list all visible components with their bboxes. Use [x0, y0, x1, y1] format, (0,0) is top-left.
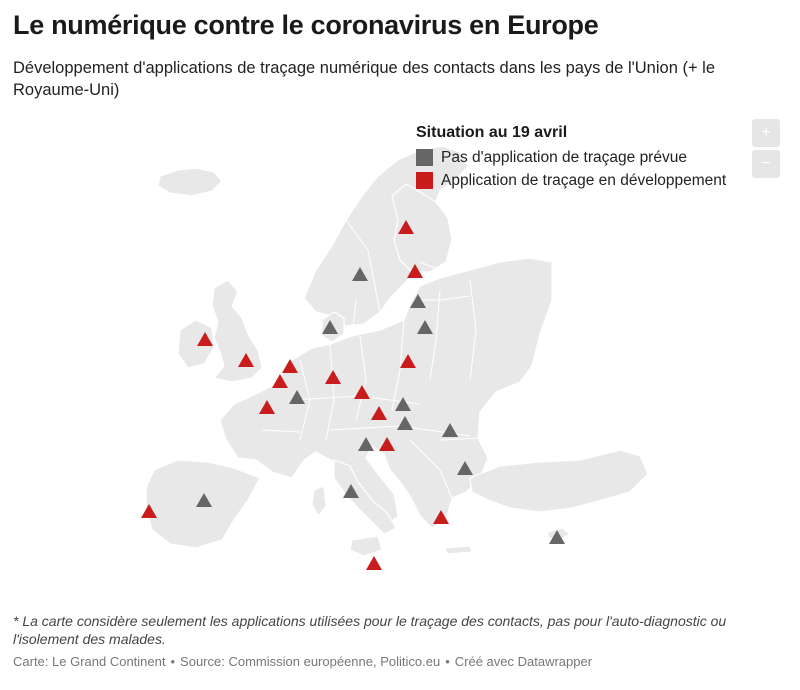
legend-label-dev: Application de traçage en développement [441, 171, 727, 189]
marker-none-icon[interactable] [457, 461, 473, 475]
marker-dev-icon[interactable] [398, 220, 414, 234]
marker-dev-icon[interactable] [325, 370, 341, 384]
country-border [355, 335, 367, 421]
finland-shape [391, 183, 453, 273]
marker-dev-icon[interactable] [407, 264, 423, 278]
marker-dev-icon[interactable] [197, 332, 213, 346]
land-shapes [145, 145, 649, 570]
marker-dev-icon[interactable] [366, 556, 382, 570]
marker-dev-icon[interactable] [282, 359, 298, 373]
marker-dev-icon[interactable] [371, 406, 387, 420]
country-border [351, 299, 357, 337]
country-border [469, 279, 477, 381]
iceland-shape [157, 167, 223, 197]
legend-item-dev: Application de traçage en développement [416, 169, 726, 192]
marker-dev-icon[interactable] [141, 504, 157, 518]
credit-separator: • [170, 654, 176, 669]
marker-none-icon[interactable] [289, 390, 305, 404]
marker-none-icon[interactable] [417, 320, 433, 334]
credit-map: Carte: Le Grand Continent [13, 654, 166, 669]
scandinavia-shape [303, 145, 469, 327]
chart-title: Le numérique contre le coronavirus en Eu… [13, 10, 599, 40]
marker-none-icon[interactable] [395, 397, 411, 411]
marker-none-icon[interactable] [549, 530, 565, 544]
marker-none-icon[interactable] [196, 493, 212, 507]
country-border [409, 439, 453, 499]
footnote: * La carte considère seulement les appli… [13, 613, 727, 647]
marker-none-icon[interactable] [343, 484, 359, 498]
legend-item-none: Pas d'application de traçage prévue [416, 146, 726, 169]
credits: Carte: Le Grand Continent • Source: Commis… [13, 654, 592, 669]
italy-shape [333, 459, 397, 535]
credit-source: Source: Commission européenne, Politico.… [180, 654, 441, 669]
marker-dev-icon[interactable] [259, 400, 275, 414]
marker-dev-icon[interactable] [272, 374, 288, 388]
credit-made-with: Créé avec Datawrapper [454, 654, 593, 669]
country-border [325, 343, 335, 441]
legend-title: Situation au 19 avril [416, 124, 568, 141]
country-border [439, 437, 481, 441]
country-border [429, 289, 441, 381]
continent-shape [219, 257, 553, 529]
marker-dev-icon[interactable] [433, 510, 449, 524]
country-border [419, 261, 441, 271]
country-border [299, 359, 311, 441]
country-border [391, 319, 405, 411]
map-legend: Situation au 19 avril Pas d'application … [416, 124, 726, 192]
marker-none-icon[interactable] [352, 267, 368, 281]
crete-shape [442, 545, 473, 555]
marker-none-icon[interactable] [358, 437, 374, 451]
marker-none-icon[interactable] [442, 423, 458, 437]
legend-label-none: Pas d'application de traçage prévue [441, 148, 687, 166]
marker-none-icon[interactable] [410, 294, 426, 308]
sardinia-shape [311, 485, 327, 518]
marker-dev-icon[interactable] [354, 385, 370, 399]
map-canvas [141, 145, 649, 570]
legend-swatch-red [416, 172, 433, 189]
great-britain-shape [211, 279, 263, 383]
marker-dev-icon[interactable] [400, 354, 416, 368]
country-border [261, 429, 301, 433]
sicily-shape [349, 535, 383, 557]
turkey-shape [469, 449, 649, 513]
marker-none-icon[interactable] [322, 320, 338, 334]
zoom-out-button[interactable]: − [752, 150, 780, 178]
chart-subtitle: Développement d'applications de traçage … [13, 59, 716, 99]
marker-dev-icon[interactable] [238, 353, 254, 367]
europe-map[interactable] [0, 108, 800, 598]
credit-separator: • [445, 654, 450, 669]
marker-dev-icon[interactable] [379, 437, 395, 451]
country-border [345, 219, 381, 313]
legend-swatch-gray [416, 149, 433, 166]
country-markers [141, 220, 565, 570]
marker-none-icon[interactable] [397, 416, 413, 430]
zoom-in-button[interactable]: + [752, 119, 780, 147]
